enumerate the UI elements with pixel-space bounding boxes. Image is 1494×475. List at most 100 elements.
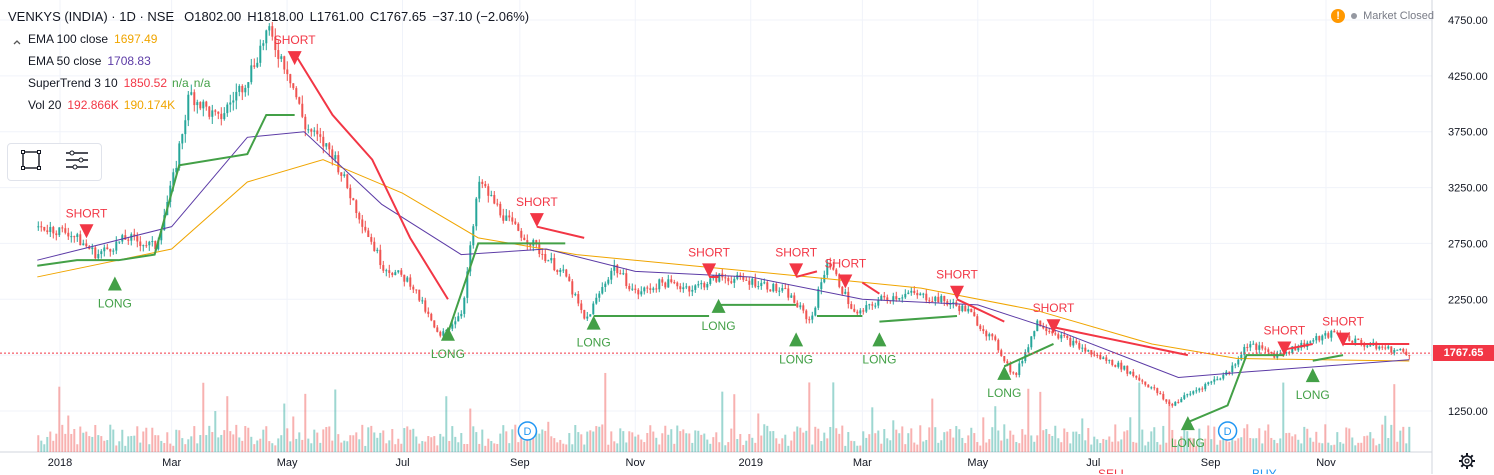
candle-body <box>739 274 742 277</box>
volume-bar <box>1042 430 1045 452</box>
candle-body <box>898 297 901 300</box>
volume-bar <box>952 437 955 452</box>
volume-bar <box>487 438 490 452</box>
volume-bar <box>373 432 376 452</box>
candle-body <box>985 331 988 337</box>
candle-body <box>49 227 52 232</box>
indicator-ema100[interactable]: EMA 100 close 1697.49 <box>8 28 529 50</box>
volume-bar <box>532 429 535 452</box>
volume-bar <box>934 427 937 452</box>
volume-bar <box>265 426 268 452</box>
candle-body <box>526 240 529 245</box>
candle-body <box>1264 348 1267 350</box>
volume-bar <box>346 441 349 452</box>
volume-bar <box>103 440 106 452</box>
volume-bar <box>970 427 973 452</box>
candle-body <box>967 308 970 312</box>
rectangle-select-icon[interactable] <box>19 148 43 177</box>
indicator-supertrend[interactable]: SuperTrend 3 10 1850.52 n/a n/a <box>8 72 529 94</box>
warning-icon[interactable]: ! <box>1331 9 1346 23</box>
volume-bar <box>364 445 367 452</box>
volume-bar <box>295 438 298 452</box>
candle-body <box>121 235 124 242</box>
volume-bar <box>1183 427 1186 452</box>
candle-body <box>613 265 616 271</box>
volume-bar <box>1312 441 1315 452</box>
candle-body <box>250 65 253 83</box>
candle-body <box>661 279 664 283</box>
candle-body <box>397 270 400 273</box>
supertrend-short-line <box>1284 342 1313 351</box>
candle-body <box>916 293 919 296</box>
candle-body <box>784 288 787 290</box>
candle-body <box>1069 337 1072 346</box>
candle-body <box>1057 334 1060 339</box>
volume-bar <box>247 427 250 452</box>
short-signal-marker <box>702 263 717 278</box>
candle-body <box>598 293 601 298</box>
candle-body <box>52 227 55 234</box>
candle-body <box>1255 343 1258 350</box>
volume-bar <box>427 436 430 452</box>
symbol-title[interactable]: VENKYS (INDIA) · 1D · NSE <box>8 9 175 24</box>
collapse-chevron-icon[interactable] <box>12 34 22 45</box>
candle-body <box>853 308 856 312</box>
volume-bar <box>910 428 913 452</box>
gear-icon[interactable] <box>1458 452 1476 470</box>
volume-bar <box>1057 438 1060 452</box>
candle-body <box>745 279 748 281</box>
volume-bar <box>322 429 325 452</box>
candle-body <box>544 254 547 262</box>
open-value: O1802.00 <box>184 9 242 24</box>
candle-body <box>301 103 304 117</box>
list-settings-icon[interactable] <box>64 149 90 176</box>
candle-body <box>892 296 895 302</box>
candle-body <box>1351 340 1354 343</box>
volume-bar <box>175 429 178 452</box>
volume-bar <box>610 431 613 452</box>
volume-bar <box>37 435 40 452</box>
candle-body <box>838 274 841 287</box>
volume-bar <box>1039 391 1042 452</box>
volume-bar <box>1045 429 1048 452</box>
volume-bar <box>310 443 313 452</box>
volume-bar <box>301 439 304 452</box>
volume-bar <box>244 426 247 452</box>
dividend-marker[interactable] <box>1217 421 1238 441</box>
volume-bar <box>409 429 412 452</box>
candle-body <box>268 26 271 31</box>
volume-bar <box>1180 436 1183 452</box>
candle-body <box>190 92 193 95</box>
candle-body <box>994 336 997 340</box>
dividend-marker[interactable] <box>517 421 538 441</box>
candle-body <box>76 234 79 237</box>
candle-body <box>520 230 523 238</box>
candle-body <box>550 258 553 261</box>
volume-bar <box>406 426 409 452</box>
volume-bar <box>583 444 586 452</box>
candle-body <box>865 305 868 312</box>
volume-bar <box>1285 433 1288 452</box>
candle-body <box>952 302 955 304</box>
volume-bar <box>166 432 169 452</box>
candle-body <box>724 277 727 279</box>
volume-bar <box>520 428 523 452</box>
volume-bar <box>397 438 400 452</box>
volume-bar <box>1408 426 1411 452</box>
candle-body <box>226 104 229 114</box>
candle-body <box>1099 355 1102 360</box>
volume-bar <box>1216 444 1219 452</box>
volume-bar <box>571 444 574 452</box>
volume-bar <box>292 416 295 452</box>
volume-bar <box>1279 438 1282 452</box>
indicator-volume[interactable]: Vol 20 192.866K 190.174K <box>8 94 529 116</box>
candle-body <box>502 215 505 221</box>
candle-body <box>400 270 403 275</box>
volume-bar <box>184 444 187 452</box>
indicator-ema50[interactable]: EMA 50 close 1708.83 <box>8 50 529 72</box>
candle-body <box>172 172 175 186</box>
candle-body <box>592 303 595 315</box>
price-tick-label: 3250.00 <box>1448 183 1488 195</box>
volume-bar <box>1339 442 1342 452</box>
